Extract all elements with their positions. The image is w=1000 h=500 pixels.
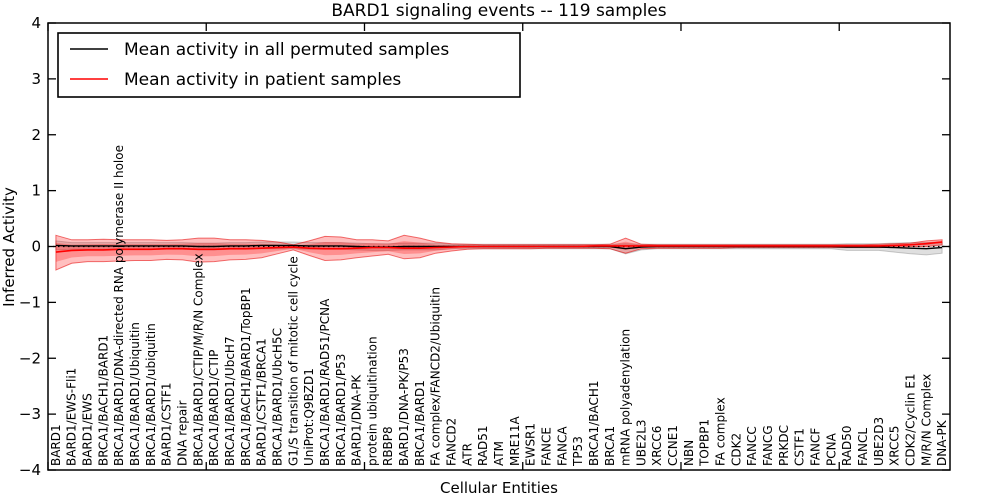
x-category-label: BRCA1/BARD1/UbcH5C [270,328,284,466]
x-category-label: BRCA1/BARD1 [413,380,427,466]
legend-label-patient: Mean activity in patient samples [124,70,401,90]
x-category-label: BRCA1/BACH1/BARD1 [96,335,110,466]
x-category-label: RBBP8 [381,426,395,466]
x-category-label: RAD51 [476,425,490,466]
legend-label-permuted: Mean activity in all permuted samples [124,40,449,60]
x-category-label: BRCA1/BACH1 [587,380,601,466]
y-tick-label: 3 [31,70,41,88]
x-category-label: FA complex [714,397,728,466]
x-category-label: RAD50 [840,425,854,466]
x-category-label: UBE2L3 [634,419,648,466]
y-tick-label: −2 [19,349,41,367]
legend: Mean activity in all permuted samples Me… [57,32,521,98]
line-patient [55,241,943,253]
x-category-label: XRCC6 [650,426,664,466]
band-patient [55,234,943,271]
x-category-label: FANCA [555,426,569,466]
legend-entry-permuted: Mean activity in all permuted samples [70,40,449,60]
chart-layers: 4 3 2 1 0 −1 −2 −3 −4 BARD1 BARD1/EWS-Fli1 BARD1/EW… [19,14,950,479]
x-category-label: BRCA1/BARD1/DNA-directed RNA polymerase … [112,145,126,466]
x-category-label: BARD1 [49,424,63,466]
axes-border [47,22,951,471]
chart-title: BARD1 signaling events -- 119 samples [331,1,666,21]
y-tick-label: −1 [19,293,41,311]
x-category-label: CDK2 [729,433,743,466]
x-category-label: BARD1/DNA-PK [350,374,364,466]
x-category-label: BARD1/EWS [81,393,95,466]
x-category-label: DNA repair [176,400,190,466]
x-category-label: FANCF [808,428,822,466]
x-category-label: BARD1/DNA-PK/P53 [397,348,411,466]
x-category-label: UniProt:Q9BZD1 [302,368,316,466]
x-category-label: FANCG [761,425,775,466]
x-category-label: TP53 [571,436,585,467]
y-tick-label: −3 [19,405,41,423]
x-category-label: BRCA1/BACH1/BARD1/TopBP1 [239,287,253,466]
x-category-label: BARD1/CSTF1/BRCA1 [255,338,269,466]
y-tick-label: −4 [19,461,41,479]
x-category-label: BARD1/CSTF1 [160,382,174,466]
x-category-label: NBN [682,440,696,466]
y-tick-label: 0 [31,238,41,256]
x-category-label: CCNE1 [666,425,680,466]
x-category-label: BRCA1/BARD1/Ubiquitin [128,322,142,466]
y-tick-label: 2 [31,126,41,144]
x-category-label: XRCC5 [888,426,902,466]
x-category-label: protein ubiquitination [365,336,379,466]
x-axis-label: Cellular Entities [440,479,558,497]
x-category-label: BRCA1/BARD1/CTIP/M/R/N Complex [191,253,205,466]
x-category-label: mRNA polyadenylation [619,329,633,466]
x-category-label: FANCD2 [445,418,459,466]
x-category-label: FA complex/FANCD2/Ubiquitin [429,287,443,466]
x-category-label: BRCA1 [603,426,617,466]
x-category-label: UBE2D3 [872,417,886,466]
x-category-label: MRE11A [508,415,522,466]
y-tick-label: 1 [31,182,41,200]
x-category-label: PRKDC [777,425,791,466]
legend-entry-patient: Mean activity in patient samples [70,70,401,90]
x-category-label: EWSR1 [524,423,538,466]
x-category-label: FANCL [856,428,870,466]
x-category-label: M/R/N Complex [919,374,933,466]
x-category-label: BRCA1/BARD1/CTIP [207,350,221,466]
x-category-label: ATM [492,441,506,466]
x-category-label: ATR [460,443,474,466]
x-category-label: BARD1/EWS-Fli1 [65,368,79,466]
y-tick-label: 4 [31,14,41,32]
x-category-label: BRCA1/BARD1/P53 [334,354,348,466]
x-category-label: CSTF1 [793,428,807,466]
x-category-label: DNA-PK [935,419,949,466]
x-category-label: FANCE [539,427,553,466]
x-category-label: TOPBP1 [698,419,712,467]
x-category-label: BRCA1/BARD1/ubiquitin [144,323,158,466]
x-category-label: FANCC [745,426,759,466]
x-category-label: BRCA1/BARD1/UbcH7 [223,336,237,466]
y-axis-label: Inferred Activity [0,187,18,307]
x-category-label: CDK2/Cyclin E1 [903,373,917,466]
x-category-label: BRCA1/BARD1/RAD51/PCNA [318,298,332,466]
legend-box [57,32,521,98]
x-category-label: PCNA [824,432,838,466]
x-category-label: G1/S transition of mitotic cell cycle [286,256,300,466]
